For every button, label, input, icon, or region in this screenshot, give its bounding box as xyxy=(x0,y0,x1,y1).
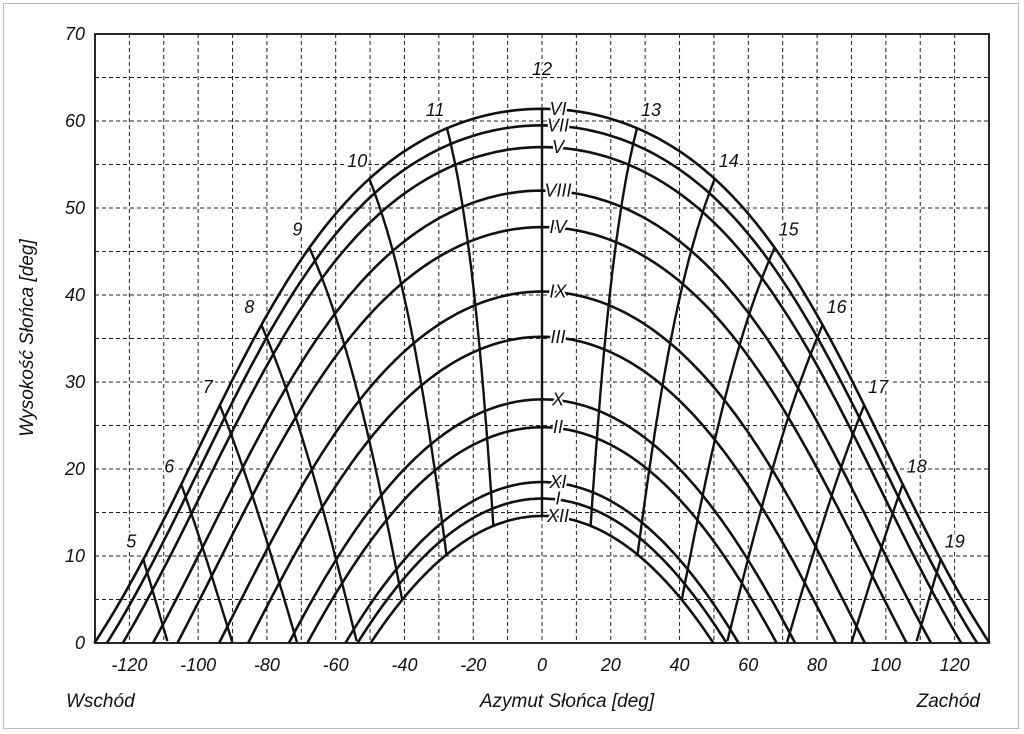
chart-frame xyxy=(3,3,1019,729)
hour-label: 17 xyxy=(868,377,889,397)
y-tick-label: 20 xyxy=(64,459,85,479)
y-tick-label: 60 xyxy=(65,111,85,131)
hour-label: 11 xyxy=(426,100,445,120)
hour-curve-9 xyxy=(308,247,404,601)
y-tick-label: 30 xyxy=(65,372,85,392)
month-label: VI xyxy=(549,99,566,119)
month-label: III xyxy=(550,327,565,347)
hour-label: 6 xyxy=(164,456,175,476)
hour-label: 7 xyxy=(203,377,214,397)
x-tick-label: -60 xyxy=(323,655,349,675)
hour-curve-13 xyxy=(589,127,639,526)
x-tick-label: -120 xyxy=(111,655,147,675)
hour-curve-10 xyxy=(368,178,448,555)
hour-label: 12 xyxy=(532,59,552,79)
west-direction-label: Zachód xyxy=(916,691,982,712)
hour-label: 9 xyxy=(292,220,302,240)
month-label: V xyxy=(552,137,566,157)
x-tick-label: 80 xyxy=(807,655,827,675)
y-tick-label: 50 xyxy=(65,198,85,218)
hour-curve-8 xyxy=(260,324,358,642)
hour-label: 16 xyxy=(827,297,848,317)
hour-label: 15 xyxy=(779,220,800,240)
hour-label: 14 xyxy=(719,151,739,171)
x-tick-label: -80 xyxy=(254,655,280,675)
x-tick-label: 20 xyxy=(600,655,621,675)
hour-label: 10 xyxy=(347,151,367,171)
hour-curve-5 xyxy=(142,559,169,642)
sun-path-curves xyxy=(93,107,991,644)
month-label: I xyxy=(555,489,560,509)
hour-curve-6 xyxy=(180,483,234,644)
hour-curve-19 xyxy=(915,559,942,642)
x-axis-label: Azymut Słońca [deg] xyxy=(479,691,655,712)
hour-label: 8 xyxy=(244,297,254,317)
curve-labels: VIVIIVVIIIIVIXIIIXIIXIIXII56789101112131… xyxy=(124,57,967,554)
x-tick-label: 120 xyxy=(940,655,970,675)
hour-curve-14 xyxy=(636,178,716,555)
tick-labels: -120 -100 -80 -60 -40 -20 0 20 40 60 80 100 120 0 10 20… xyxy=(64,24,970,675)
x-tick-label: 0 xyxy=(537,655,547,675)
month-label: XI xyxy=(548,472,566,492)
y-tick-label: 70 xyxy=(65,24,85,44)
y-tick-label: 10 xyxy=(65,546,85,566)
hour-label: 19 xyxy=(945,532,965,552)
month-label: IV xyxy=(549,217,568,237)
x-tick-label: 100 xyxy=(871,655,901,675)
hour-curve-15 xyxy=(680,247,776,601)
east-direction-label: Wschód xyxy=(66,691,136,712)
hour-label: 18 xyxy=(907,456,927,476)
x-tick-label: 60 xyxy=(738,655,758,675)
month-label: X xyxy=(551,389,565,409)
x-tick-label: -40 xyxy=(391,655,417,675)
hour-curve-11 xyxy=(445,127,495,526)
y-axis-label: Wysokość Słońca [deg] xyxy=(17,239,38,437)
month-label: IX xyxy=(549,282,567,302)
hour-curve-17 xyxy=(785,404,866,643)
x-tick-label: -100 xyxy=(180,655,216,675)
plot-border xyxy=(94,33,990,644)
month-label: VII xyxy=(547,115,569,135)
hour-curve-7 xyxy=(218,404,299,643)
hour-curve-16 xyxy=(726,324,824,642)
hour-curve-18 xyxy=(850,483,904,644)
month-label: VIII xyxy=(544,181,571,201)
month-label: II xyxy=(553,417,563,437)
y-tick-label: 0 xyxy=(75,633,85,653)
hour-label: 5 xyxy=(126,532,137,552)
hour-label: 13 xyxy=(641,100,661,120)
y-tick-label: 40 xyxy=(65,285,85,305)
x-tick-label: -20 xyxy=(460,655,486,675)
x-tick-label: 40 xyxy=(670,655,690,675)
month-label: XII xyxy=(546,506,569,526)
